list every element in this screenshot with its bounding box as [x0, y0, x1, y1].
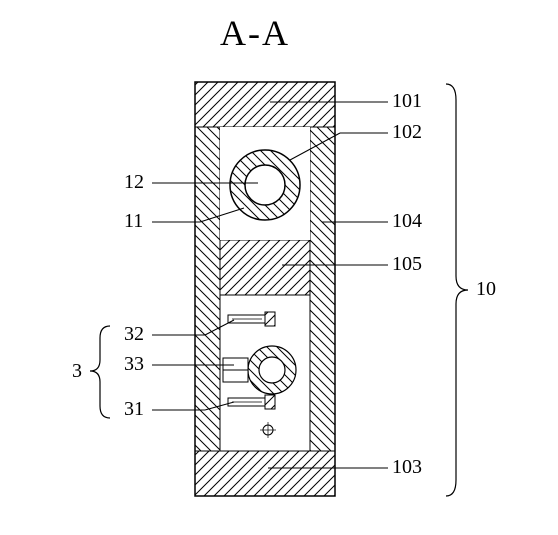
lower-ring-inner [259, 357, 285, 383]
label-10: 10 [476, 278, 496, 301]
region-103 [195, 451, 335, 496]
region-104-right [310, 127, 335, 451]
label-104: 104 [392, 210, 422, 233]
label-11: 11 [124, 210, 143, 233]
label-102: 102 [392, 121, 422, 144]
region-105 [220, 240, 310, 295]
region-104-left [195, 127, 220, 451]
label-12: 12 [124, 171, 144, 194]
region-101 [195, 82, 335, 127]
part-12 [245, 165, 285, 205]
label-31: 31 [124, 398, 144, 421]
brace-3 [90, 326, 110, 418]
label-3: 3 [72, 360, 82, 383]
brace-10 [446, 84, 468, 496]
label-32: 32 [124, 323, 144, 346]
section-figure [0, 0, 558, 535]
label-103: 103 [392, 456, 422, 479]
label-33: 33 [124, 353, 144, 376]
label-105: 105 [392, 253, 422, 276]
label-101: 101 [392, 90, 422, 113]
